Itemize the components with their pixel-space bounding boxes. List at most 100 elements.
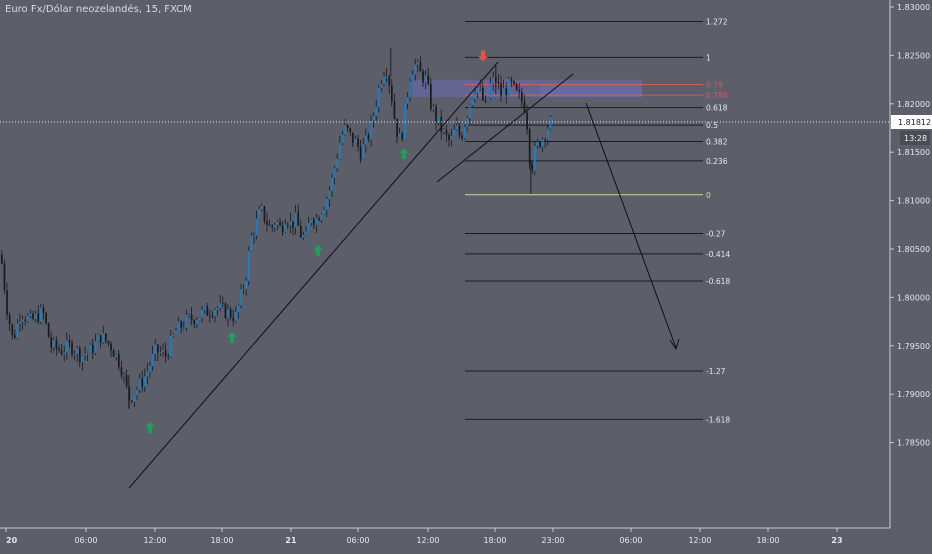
candle-body xyxy=(235,312,237,321)
candle-body xyxy=(79,348,81,363)
candle-body xyxy=(227,309,229,319)
candles-layer xyxy=(1,47,552,409)
fib-level-label-2: 0.79 xyxy=(706,80,723,89)
candle-body xyxy=(151,353,154,366)
candle-body xyxy=(430,83,432,109)
candle-body xyxy=(539,141,541,147)
candle-body xyxy=(396,118,398,138)
candle-body xyxy=(482,87,484,100)
price-tick-label-3: 1.81500 xyxy=(897,148,930,157)
time-tick-label-4: 21 xyxy=(285,536,297,545)
candle-body xyxy=(115,354,118,357)
candle-body xyxy=(276,221,279,225)
candle-body xyxy=(190,314,193,321)
candle-body xyxy=(196,320,198,324)
candle-body xyxy=(515,84,518,91)
time-tick-label-10: 12:00 xyxy=(688,536,711,545)
supply-zone-layer xyxy=(412,79,642,98)
projection-arrow-head xyxy=(669,338,680,351)
time-tick-label-5: 06:00 xyxy=(346,536,369,545)
candle-body xyxy=(279,221,281,226)
candle-body xyxy=(534,145,536,171)
candle-body xyxy=(458,125,461,136)
candle-body xyxy=(302,234,305,238)
candle-body xyxy=(29,313,32,317)
candle-body xyxy=(419,61,422,72)
candle-body xyxy=(427,75,430,84)
candle-body xyxy=(331,177,333,191)
candle-body xyxy=(68,340,71,343)
candle-body xyxy=(536,141,539,146)
time-tick-label-3: 18:00 xyxy=(210,536,233,545)
fib-level-label-9: -0.27 xyxy=(706,230,726,239)
candle-body xyxy=(123,375,125,376)
candle-body xyxy=(157,344,159,353)
candle-body xyxy=(172,334,175,336)
candle-body xyxy=(445,129,448,136)
buy-signal-arrow-icon-2 xyxy=(313,244,323,256)
candle-body xyxy=(237,305,240,313)
candle-body xyxy=(393,101,396,119)
current-price-badge xyxy=(891,114,932,129)
candle-body xyxy=(292,221,294,228)
fib-level-label-0: 1.272 xyxy=(706,18,728,27)
candle-body xyxy=(71,342,73,355)
candle-body xyxy=(94,341,97,354)
candle-body xyxy=(162,350,164,353)
candle-body xyxy=(263,206,266,222)
candle-body xyxy=(549,116,552,129)
candle-body xyxy=(63,352,66,355)
candle-body xyxy=(76,348,79,354)
candle-body xyxy=(118,354,120,368)
candle-body xyxy=(86,352,89,355)
candle-body xyxy=(214,309,216,317)
candle-body xyxy=(378,87,380,107)
candle-body xyxy=(440,116,443,132)
candle-body xyxy=(422,71,424,83)
candle-body xyxy=(487,98,489,102)
candle-body xyxy=(380,84,383,88)
candle-body xyxy=(541,139,544,147)
fib-level-label-8: 0 xyxy=(706,191,711,200)
fib-level-label-3: 0.786 xyxy=(706,91,728,100)
candle-body xyxy=(60,350,63,355)
candle-body xyxy=(443,129,445,132)
fib-level-label-11: -0.618 xyxy=(706,277,730,286)
candle-body xyxy=(284,224,287,233)
candle-body xyxy=(219,303,222,309)
candle-body xyxy=(50,337,53,348)
fibonacci-layer: 1.272 1 0.79 0.786 0.618 0.5 0.382 0.236 0 -0.27 -… xyxy=(465,18,730,424)
candle-body xyxy=(297,212,300,226)
buy-signal-arrow-icon-1 xyxy=(227,332,237,344)
candle-body xyxy=(388,76,391,86)
candle-body xyxy=(66,340,68,353)
candle-body xyxy=(89,344,92,353)
candle-body xyxy=(300,225,302,238)
fib-level-label-1: 1 xyxy=(706,53,711,62)
fib-level-label-6: 0.382 xyxy=(706,138,728,147)
fib-level-label-7: 0.236 xyxy=(706,157,728,166)
candle-body xyxy=(229,309,232,318)
candle-body xyxy=(310,219,313,223)
time-tick-label-0: 20 xyxy=(6,536,18,545)
candle-body xyxy=(201,310,203,318)
candle-body xyxy=(133,395,136,402)
candle-body xyxy=(16,323,19,338)
candle-body xyxy=(339,143,341,159)
candle-body xyxy=(206,306,209,316)
candle-body xyxy=(508,78,510,96)
candle-body xyxy=(274,224,276,228)
candle-body xyxy=(461,135,463,139)
candle-body xyxy=(110,343,112,351)
wedge-lower-line xyxy=(436,73,574,183)
candle-body xyxy=(307,222,310,232)
countdown-label: 13:28 xyxy=(904,134,927,143)
candle-body xyxy=(523,101,526,113)
candle-body xyxy=(289,221,292,226)
candle-body xyxy=(528,129,531,165)
price-tick-label-7: 1.79500 xyxy=(897,342,930,351)
candle-body xyxy=(81,355,84,363)
